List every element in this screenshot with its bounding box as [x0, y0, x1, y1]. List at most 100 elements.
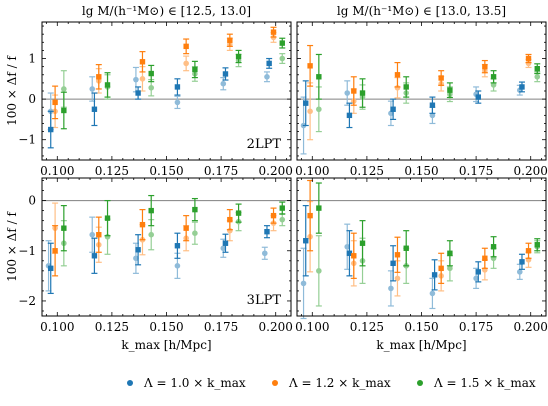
series-dark-3 [302, 205, 525, 291]
x-tick-label: 0.175 [459, 164, 493, 178]
data-point [148, 70, 154, 77]
data-point [482, 255, 488, 261]
data-point [429, 112, 436, 119]
data-point [351, 253, 357, 259]
data-point [303, 100, 309, 106]
data-point [139, 221, 146, 228]
data-point [359, 90, 366, 96]
data-point [388, 285, 394, 292]
series-dark-5 [60, 37, 286, 130]
x-tick-label: 0.125 [95, 320, 129, 334]
data-point [183, 225, 189, 231]
panel-tl: 0.100 0.125 0.150 0.175 0.200 −1 0 1 lg M/(h⁻¹M⊙… [5, 4, 293, 178]
data-point [438, 75, 444, 81]
data-point [346, 112, 353, 119]
series-dark-3 [302, 80, 525, 129]
data-point [89, 231, 96, 238]
series-light-0 [300, 80, 523, 155]
data-point [346, 250, 353, 256]
data-point [91, 106, 98, 112]
y-tick-label: 0 [28, 92, 36, 106]
data-point [104, 215, 111, 221]
data-point [534, 242, 540, 248]
x-tick-label: 0.100 [40, 164, 74, 178]
data-point [525, 248, 532, 254]
data-point [431, 272, 438, 278]
data-point [344, 90, 351, 96]
series-dark-3 [47, 57, 273, 149]
series-light-2 [315, 71, 541, 133]
data-point [300, 280, 307, 287]
data-point [429, 290, 436, 297]
data-point [490, 74, 497, 80]
data-point [89, 86, 96, 92]
data-point [96, 232, 102, 238]
data-point [174, 99, 181, 106]
data-point [61, 107, 67, 114]
data-point [174, 263, 181, 269]
series-light-1 [52, 202, 277, 263]
y-tick-label: 0 [28, 194, 36, 208]
data-point [279, 55, 286, 62]
data-point [307, 108, 313, 115]
data-point [48, 265, 54, 272]
series-light-0 [300, 223, 523, 320]
data-point [403, 245, 409, 251]
series-light-0 [45, 216, 268, 292]
data-point [344, 243, 351, 250]
data-point [429, 102, 436, 108]
series-dark-5 [60, 194, 286, 252]
data-point [61, 225, 67, 231]
data-point [447, 87, 453, 93]
data-point [303, 238, 309, 244]
axes-frame [296, 21, 547, 161]
data-point [516, 269, 523, 275]
series-light-1 [52, 31, 277, 129]
x-tick-label: 0.200 [259, 320, 293, 334]
x-tick-label: 0.150 [149, 320, 183, 334]
data-point [174, 84, 181, 90]
data-point [135, 247, 141, 253]
data-point [104, 82, 111, 88]
series-dark-4 [52, 26, 277, 120]
series-dark-5 [315, 53, 541, 108]
y-tick-label: −2 [18, 294, 36, 308]
x-tick-label: 0.175 [204, 164, 238, 178]
data-point [148, 231, 155, 238]
data-point [519, 84, 525, 90]
panel-br: 0.100 0.125 0.150 0.175 0.200 k_max [h/Mpc] [295, 177, 548, 352]
series-dark-3 [47, 225, 270, 295]
data-point [264, 228, 270, 235]
data-point [133, 255, 139, 262]
legend: Λ = 1.0 × k_max Λ = 1.2 × k_max Λ = 1.5 × … [127, 376, 536, 390]
data-point [447, 250, 453, 256]
x-tick-label: 0.150 [404, 164, 438, 178]
data-point [61, 86, 67, 92]
x-tick-label: 0.100 [295, 320, 329, 334]
data-point [390, 260, 396, 267]
data-point [316, 74, 322, 80]
x-tick-label: 0.200 [259, 164, 293, 178]
axes-frame [296, 177, 547, 317]
data-point [192, 66, 198, 73]
legend-label: Λ = 1.0 × k_max [143, 376, 246, 390]
panel-label: 2LPT [247, 137, 282, 152]
x-tick-label: 0.150 [149, 164, 183, 178]
y-tick-label: 1 [28, 52, 36, 66]
x-tick-label: 0.200 [514, 164, 548, 178]
data-point [475, 269, 481, 275]
data-point [490, 82, 497, 88]
data-point [438, 265, 444, 272]
x-tick-label: 0.125 [95, 164, 129, 178]
series-dark-4 [307, 179, 532, 284]
data-point [174, 243, 181, 249]
data-point [390, 106, 396, 112]
data-point [148, 207, 154, 214]
data-point [264, 73, 270, 80]
data-point [525, 55, 532, 62]
data-point [279, 216, 286, 223]
data-point [359, 240, 366, 246]
data-point [270, 212, 277, 219]
data-point [192, 230, 198, 236]
series-light-0 [47, 66, 270, 131]
